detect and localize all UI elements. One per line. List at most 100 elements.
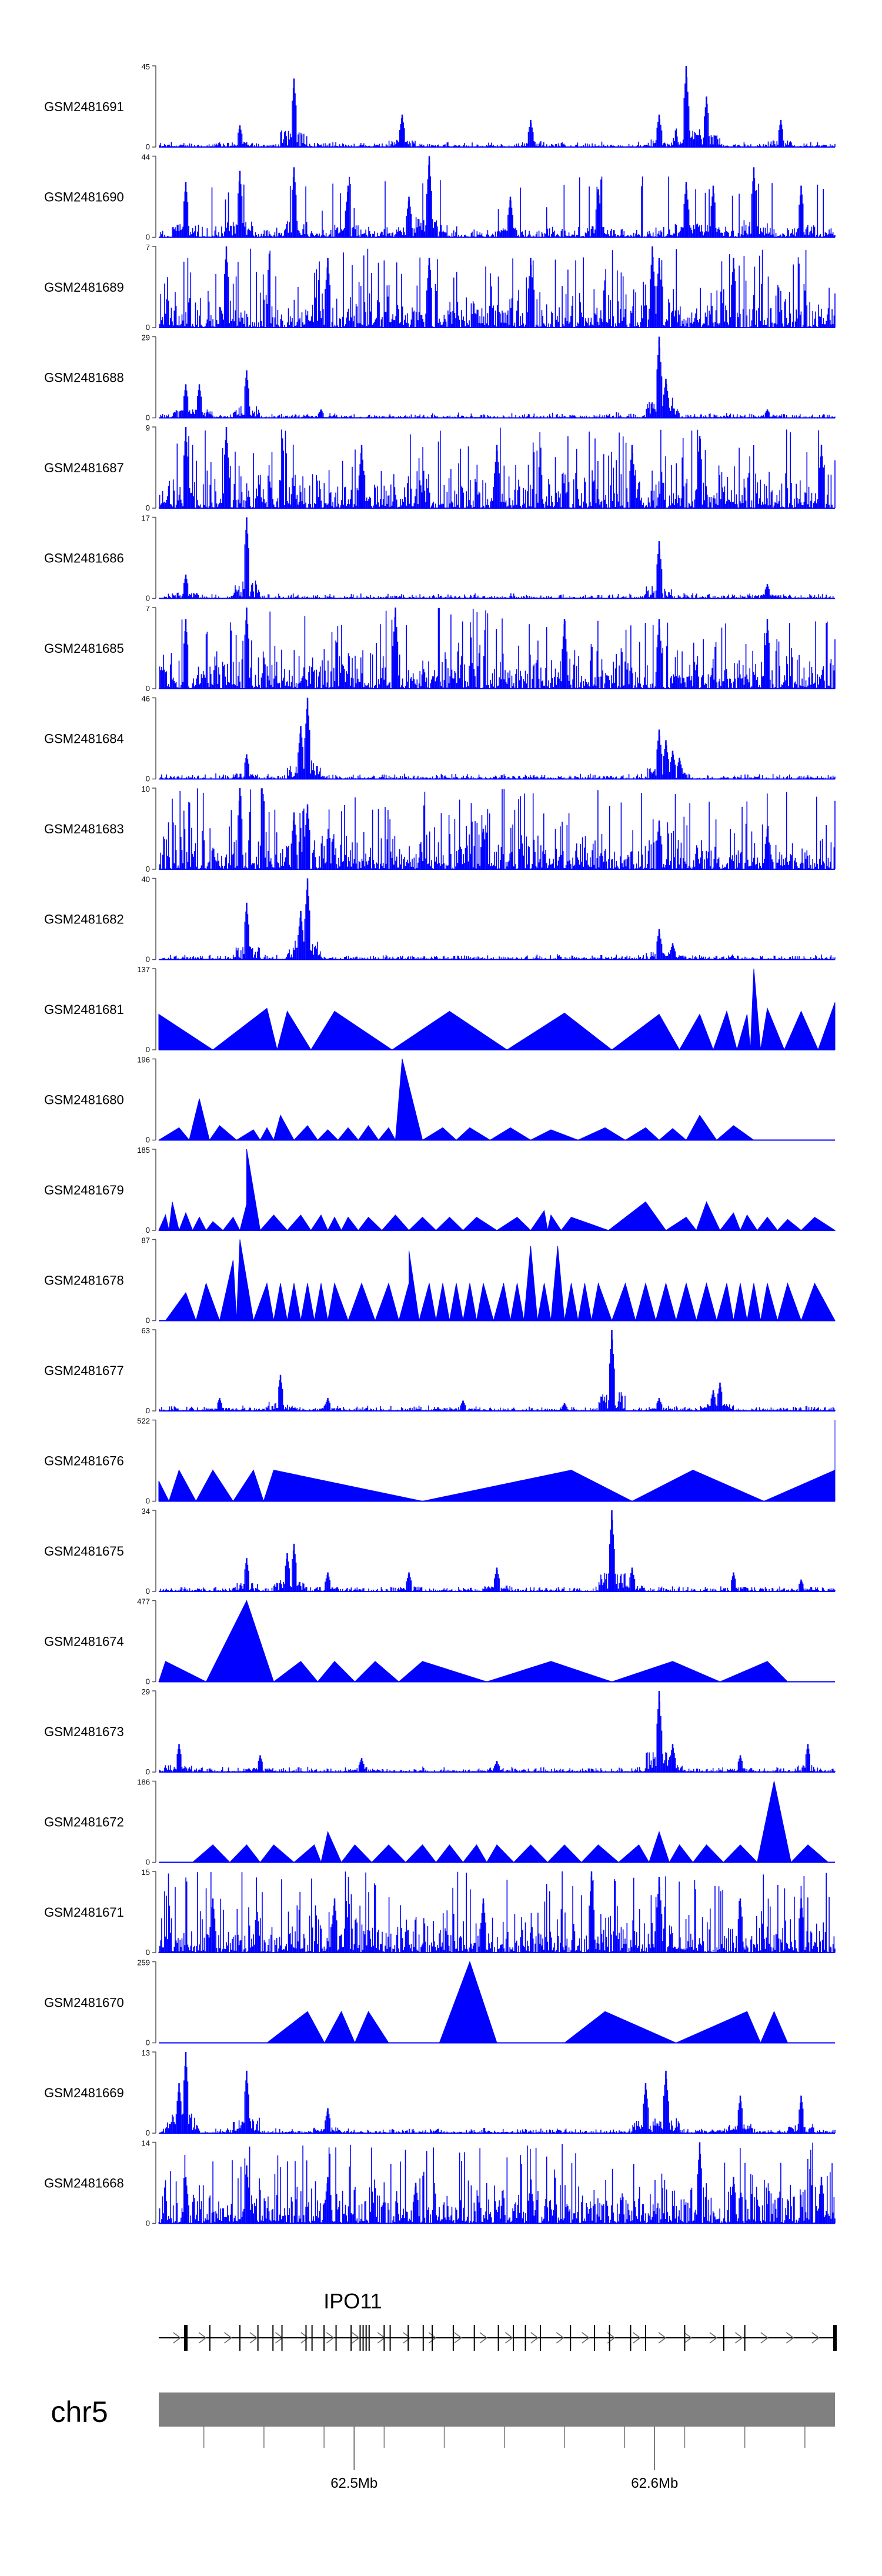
strand-arrow	[454, 2332, 462, 2344]
track-label: GSM2481684	[44, 732, 124, 746]
exon	[239, 2325, 240, 2351]
track-GSM2481671: GSM2481671 15 0	[44, 1868, 836, 1957]
y-max-label: 46	[142, 695, 150, 703]
y-max-label: 185	[137, 1146, 150, 1154]
strand-arrow	[300, 2332, 309, 2344]
track-label: GSM2481681	[44, 1002, 124, 1017]
y-min-label: 0	[146, 955, 150, 964]
signal-bars	[158, 2053, 836, 2133]
signal-bars	[158, 2143, 836, 2224]
signal-bars	[158, 608, 836, 689]
y-max-label: 14	[142, 2139, 150, 2148]
track-label: GSM2481674	[44, 1634, 124, 1649]
track-label: GSM2481685	[44, 641, 124, 656]
track-label: GSM2481683	[44, 822, 124, 836]
exon	[833, 2325, 837, 2351]
exon	[407, 2325, 409, 2351]
y-min-label: 0	[146, 865, 150, 873]
track-label: GSM2481678	[44, 1273, 124, 1288]
strand-arrow	[173, 2332, 181, 2344]
y-max-label: 45	[142, 62, 150, 71]
strand-arrow	[582, 2332, 590, 2344]
track-GSM2481678: GSM2481678 87 0	[44, 1236, 836, 1325]
exon	[311, 2325, 313, 2351]
signal-area	[206, 1961, 821, 2044]
track-label: GSM2481671	[44, 1905, 124, 1920]
signal-bars	[158, 340, 836, 418]
y-min-label: 0	[146, 413, 150, 422]
strand-arrow	[249, 2332, 258, 2344]
signal-bars	[158, 881, 836, 960]
exon	[524, 2325, 526, 2351]
strand-arrow	[224, 2332, 232, 2344]
exon	[570, 2325, 572, 2351]
signal-area	[158, 968, 836, 1051]
exon	[209, 2325, 211, 2351]
track-GSM2481669: GSM2481669 13 0	[44, 2048, 836, 2137]
track-GSM2481668: GSM2481668 14 0	[44, 2139, 836, 2228]
y-max-label: 17	[142, 514, 150, 523]
tick-label: 62.6Mb	[631, 2475, 678, 2491]
exon	[473, 2325, 475, 2351]
y-min-label: 0	[146, 323, 150, 332]
track-GSM2481675: GSM2481675 34 0	[44, 1507, 836, 1596]
track-label: GSM2481682	[44, 912, 124, 927]
strand-arrow	[403, 2332, 411, 2344]
y-max-label: 34	[142, 1507, 150, 1516]
exon	[272, 2325, 274, 2351]
exon	[335, 2325, 337, 2351]
signal-bars	[158, 1871, 836, 1953]
y-max-label: 15	[142, 1868, 150, 1877]
track-label: GSM2481688	[44, 371, 124, 385]
track-label: GSM2481670	[44, 1996, 124, 2010]
strand-arrow	[786, 2332, 794, 2344]
exon	[323, 2325, 325, 2351]
y-max-label: 10	[142, 785, 150, 793]
y-max-label: 63	[142, 1326, 150, 1335]
track-GSM2481683: GSM2481683 10 0	[44, 785, 836, 873]
signal-bars	[159, 69, 836, 147]
y-max-label: 44	[142, 153, 150, 162]
strand-arrow	[326, 2332, 335, 2344]
strand-arrow	[198, 2332, 207, 2344]
genome-axis: chr5 62.5Mb 62.6Mb	[51, 2393, 835, 2491]
exon	[305, 2325, 307, 2351]
track-label: GSM2481675	[44, 1544, 124, 1559]
track-GSM2481677: GSM2481677 63 0	[44, 1326, 836, 1415]
exon	[594, 2325, 596, 2351]
exon	[281, 2325, 283, 2351]
y-max-label: 137	[137, 965, 150, 974]
signal-bars	[159, 519, 836, 599]
signal-bars	[158, 788, 836, 869]
signal-area	[192, 1781, 829, 1864]
track-label: GSM2481680	[44, 1093, 124, 1107]
strand-arrow	[352, 2332, 360, 2344]
chromosome-label: chr5	[51, 2395, 108, 2428]
y-min-label: 0	[146, 2128, 150, 2137]
y-min-label: 0	[146, 1406, 150, 1415]
track-GSM2481680: GSM2481680 196 0	[44, 1056, 835, 1144]
y-min-label: 0	[146, 233, 150, 242]
y-min-label: 0	[146, 1497, 150, 1506]
y-min-label: 0	[146, 594, 150, 603]
track-GSM2481684: GSM2481684 46 0	[44, 695, 836, 783]
track-GSM2481685: GSM2481685 7 0	[44, 604, 836, 693]
y-max-label: 522	[137, 1417, 150, 1426]
strand-arrow	[633, 2332, 641, 2344]
strand-arrow	[530, 2332, 539, 2344]
signal-bars	[158, 162, 836, 238]
track-GSM2481672: GSM2481672 186 0	[44, 1778, 835, 1867]
exon	[645, 2325, 646, 2351]
track-label: GSM2481690	[44, 190, 124, 205]
signal-bars	[159, 1694, 836, 1772]
exon	[452, 2325, 454, 2351]
y-min-label: 0	[146, 142, 150, 151]
y-min-label: 0	[146, 1136, 150, 1144]
exon	[362, 2325, 364, 2351]
strand-arrow	[709, 2332, 718, 2344]
y-min-label: 0	[146, 1767, 150, 1776]
track-GSM2481679: GSM2481679 185 0	[44, 1146, 836, 1234]
track-label: GSM2481691	[44, 99, 124, 114]
strand-arrow	[734, 2332, 743, 2344]
y-min-label: 0	[146, 1948, 150, 1957]
